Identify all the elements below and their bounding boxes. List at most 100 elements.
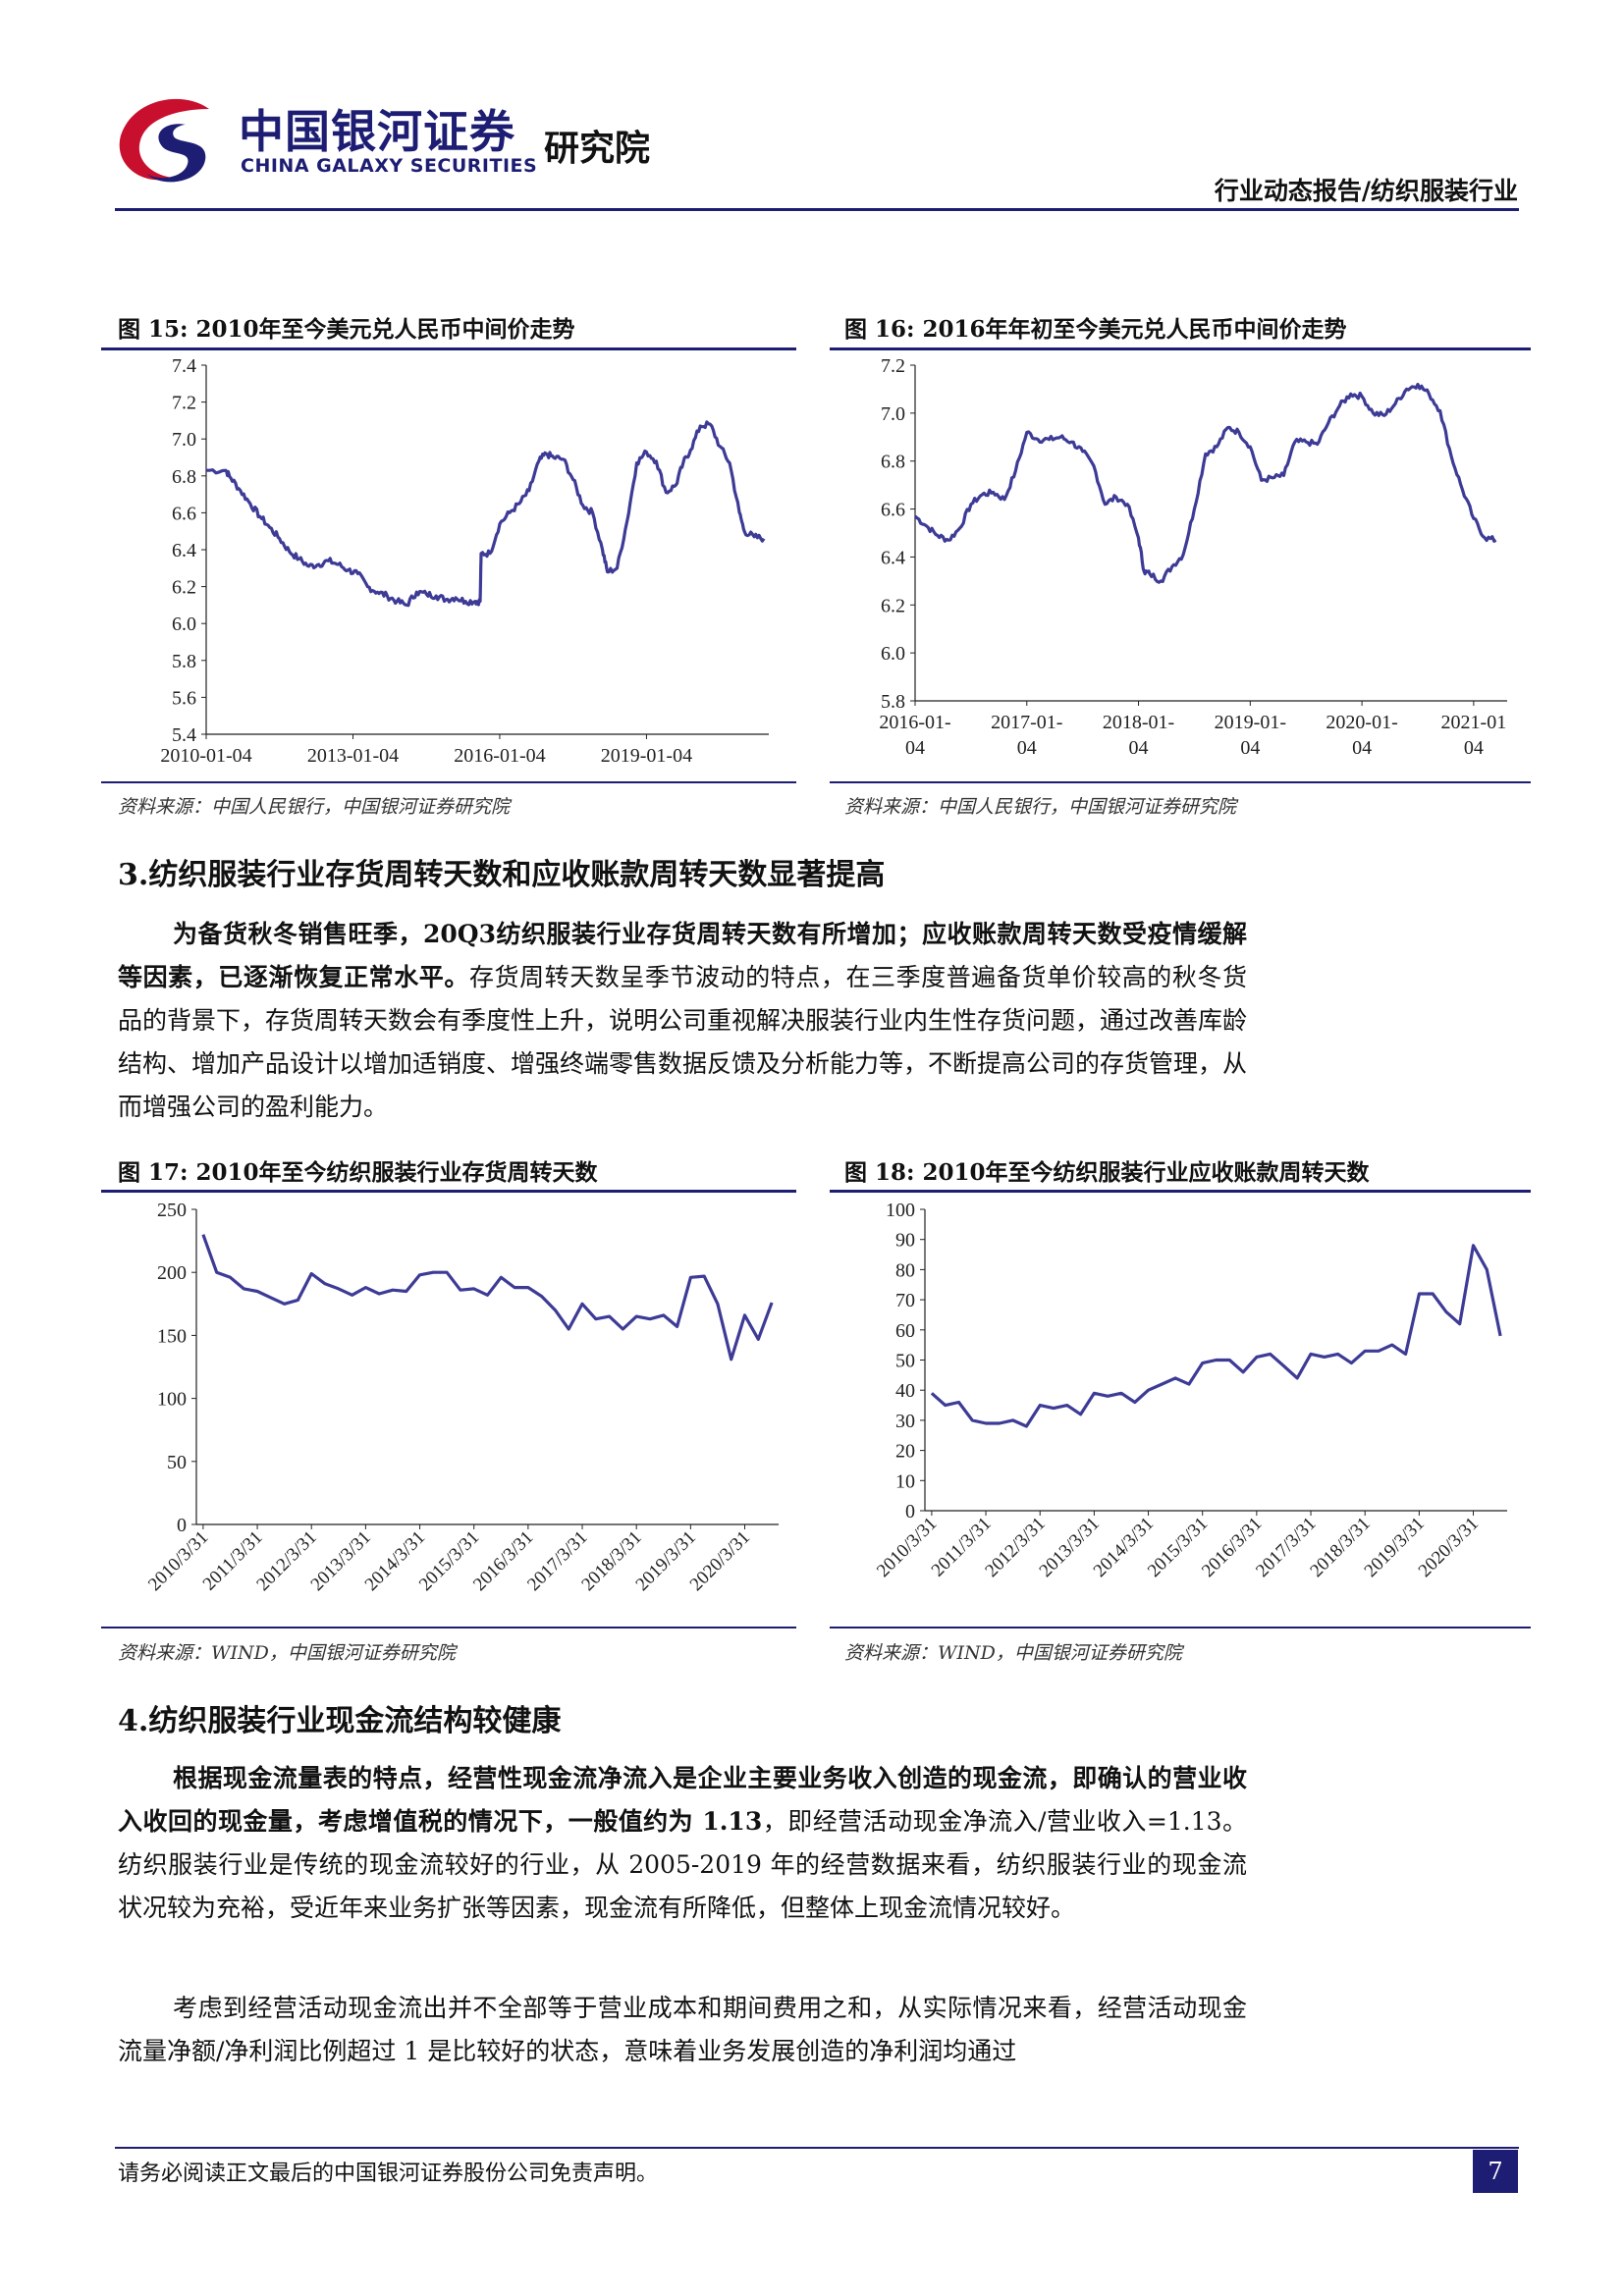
y-tick-label: 100 xyxy=(157,1389,187,1411)
section3-body-text: 存货周转天数呈季节波动的特点，在三季度普遍备货单价较高的秋冬货品的背景下，存货周… xyxy=(118,963,1248,1121)
fig16-chart: 5.8 6.0 6.2 6.4 6.6 6.8 7.0 7.2 2016-01- 04 2017-0… xyxy=(879,355,1507,759)
y-tick-label: 50 xyxy=(895,1351,915,1372)
y-tick-label: 40 xyxy=(895,1380,915,1402)
y-tick-label: 10 xyxy=(895,1470,915,1492)
fig16-top-rule xyxy=(830,347,1531,350)
y-tick-label: 6.4 xyxy=(172,540,196,561)
footer-rule xyxy=(115,2147,1519,2149)
fig18-bottom-rule xyxy=(830,1627,1531,1629)
x-tick-label: 2010/3/31 xyxy=(144,1527,212,1595)
fig16-source: 资料来源：中国人民银行，中国银河证券研究院 xyxy=(844,796,1237,818)
report-type: 行业动态报告/纺织服装行业 xyxy=(1214,177,1518,205)
y-tick-label: 100 xyxy=(886,1200,915,1221)
y-tick-label: 5.4 xyxy=(172,724,196,746)
fig18-chart: 01020304050607080901002010/3/312011/3/31… xyxy=(873,1200,1507,1581)
y-tick-label: 6.6 xyxy=(172,503,196,524)
company-logo xyxy=(113,91,221,189)
x-tick-label: 2019-01-04 xyxy=(601,745,692,767)
series-line xyxy=(930,1244,1502,1428)
series-line xyxy=(201,1234,774,1362)
brand-name-en: CHINA GALAXY SECURITIES xyxy=(241,155,538,177)
fig17-chart: 0501001502002502010/3/312011/3/312012/3/… xyxy=(144,1200,779,1595)
fig15-title: 图 15: 2010年至今美元兑人民币中间价走势 xyxy=(118,316,575,343)
series-line xyxy=(913,382,1497,584)
fig17-bottom-rule xyxy=(101,1627,796,1629)
section4-bold-text: 根据现金流量表的特点，经营性现金流净流入是企业主要业务收入创造的现金流，即确认的… xyxy=(118,1764,1247,1836)
x-tick-label: 04 xyxy=(1129,737,1149,759)
x-tick-label: 04 xyxy=(1464,737,1484,759)
x-tick-label: 2016-01-04 xyxy=(454,745,545,767)
y-tick-label: 0 xyxy=(905,1501,915,1522)
section3-heading: 3.纺织服装行业存货周转天数和应收账款周转天数显著提高 xyxy=(118,858,886,892)
x-tick-label: 04 xyxy=(1240,737,1260,759)
x-tick-label: 2010/3/31 xyxy=(873,1514,941,1581)
fig17-title: 图 17: 2010年至今纺织服装行业存货周转天数 xyxy=(118,1159,598,1186)
x-tick-label: 2018-01- xyxy=(1103,712,1174,733)
x-tick-label: 2020-01- xyxy=(1326,712,1397,733)
brand-name-cn: 中国银河证券 xyxy=(239,105,515,158)
y-tick-label: 7.2 xyxy=(881,355,905,377)
y-tick-label: 90 xyxy=(895,1230,915,1252)
x-tick-label: 2013-01-04 xyxy=(307,745,399,767)
section4-heading: 4.纺织服装行业现金流结构较健康 xyxy=(118,1704,562,1738)
y-tick-label: 7.4 xyxy=(172,355,196,377)
x-tick-label: 2020/3/31 xyxy=(686,1527,754,1595)
section4-paragraph-1: 根据现金流量表的特点，经营性现金流净流入是企业主要业务收入创造的现金流，即确认的… xyxy=(118,1757,1247,1930)
fig15-chart: 5.4 5.6 5.8 6.0 6.2 6.4 6.6 6.8 7.0 7.2 7.4 2010-01… xyxy=(160,355,769,767)
y-tick-label: 70 xyxy=(895,1290,915,1311)
x-tick-label: 2010-01-04 xyxy=(160,745,251,767)
y-tick-label: 7.0 xyxy=(172,429,196,451)
fig15-bottom-rule xyxy=(101,781,796,783)
y-tick-label: 6.2 xyxy=(172,577,196,599)
y-tick-label: 5.6 xyxy=(172,687,196,709)
x-tick-label: 04 xyxy=(1352,737,1372,759)
series-line xyxy=(206,420,766,608)
section3-bold-text: 为备货秋冬销售旺季，20Q3纺织服装行业存货周转天数有所增加；应收账款周转天数受… xyxy=(118,920,1247,991)
y-tick-label: 7.0 xyxy=(881,403,905,425)
y-tick-label: 6.8 xyxy=(881,452,905,473)
y-tick-label: 5.8 xyxy=(881,691,905,713)
fig17-top-rule xyxy=(101,1190,796,1193)
footer-disclaimer: 请务必阅读正文最后的中国银河证券股份公司免责声明。 xyxy=(118,2162,659,2186)
y-tick-label: 6.0 xyxy=(172,614,196,635)
page-number-label: 7 xyxy=(1488,2158,1503,2185)
logo-emblem-icon xyxy=(119,98,209,183)
institute-label: 研究院 xyxy=(544,129,651,169)
x-tick-label: 2019-01- xyxy=(1215,712,1286,733)
fig15-top-rule xyxy=(101,347,796,350)
y-tick-label: 6.2 xyxy=(881,595,905,616)
x-tick-label: 2021-01 xyxy=(1441,712,1507,733)
fig18-source: 资料来源：WIND，中国银河证券研究院 xyxy=(844,1642,1182,1664)
y-tick-label: 30 xyxy=(895,1411,915,1432)
y-tick-label: 60 xyxy=(895,1320,915,1342)
y-tick-label: 6.8 xyxy=(172,466,196,488)
y-tick-label: 250 xyxy=(157,1200,187,1221)
y-tick-label: 200 xyxy=(157,1262,187,1284)
y-tick-label: 150 xyxy=(157,1325,187,1347)
y-tick-label: 6.0 xyxy=(881,643,905,665)
fig18-top-rule xyxy=(830,1190,1531,1193)
section3-paragraph: 为备货秋冬销售旺季，20Q3纺织服装行业存货周转天数有所增加；应收账款周转天数受… xyxy=(118,913,1247,1129)
y-tick-label: 6.6 xyxy=(881,500,905,521)
y-tick-label: 6.4 xyxy=(881,547,905,568)
fig17-source: 资料来源：WIND，中国银河证券研究院 xyxy=(118,1642,456,1664)
x-tick-label: 04 xyxy=(1017,737,1037,759)
fig15-source: 资料来源：中国人民银行，中国银河证券研究院 xyxy=(118,796,511,818)
page-number: 7 xyxy=(1473,2150,1518,2193)
x-tick-label: 04 xyxy=(905,737,925,759)
fig16-bottom-rule xyxy=(830,781,1531,783)
section4-paragraph-2: 考虑到经营活动现金流出并不全部等于营业成本和期间费用之和，从实际情况来看，经营活… xyxy=(118,1994,1247,2065)
y-tick-label: 0 xyxy=(177,1515,187,1536)
fig18-title: 图 18: 2010年至今纺织服装行业应收账款周转天数 xyxy=(844,1159,1370,1186)
x-tick-label: 2016-01- xyxy=(879,712,950,733)
y-tick-label: 50 xyxy=(167,1452,187,1473)
header-rule xyxy=(115,208,1519,211)
fig16-title: 图 16: 2016年年初至今美元兑人民币中间价走势 xyxy=(844,316,1347,343)
x-tick-label: 2017-01- xyxy=(991,712,1062,733)
y-tick-label: 20 xyxy=(895,1441,915,1463)
section4-body-text: ，即经营活动现金净流入/营业收入=1.13。纺织服装行业是传统的现金流较好的行业… xyxy=(118,1807,1247,1922)
x-tick-label: 2020/3/31 xyxy=(1415,1514,1483,1581)
y-tick-label: 7.2 xyxy=(172,393,196,414)
y-tick-label: 80 xyxy=(895,1259,915,1281)
y-tick-label: 5.8 xyxy=(172,651,196,672)
